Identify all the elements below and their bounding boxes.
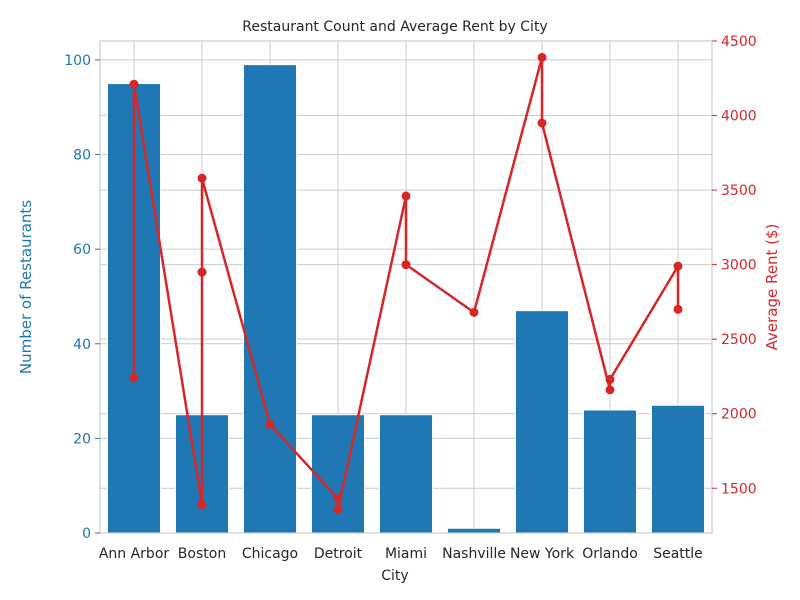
rent-point <box>401 260 411 270</box>
bar-new-york <box>514 310 570 534</box>
tick-label-right: 2500 <box>721 332 757 348</box>
y-axis-right-label: Average Rent ($) <box>763 224 781 351</box>
tick-label-x: Nashville <box>442 546 506 562</box>
rent-point <box>605 385 615 395</box>
tick-label-x: Ann Arbor <box>99 546 170 562</box>
tick-label-right: 1500 <box>721 481 757 497</box>
tick-label-x: Chicago <box>242 546 298 562</box>
bar-detroit <box>310 414 366 534</box>
tick-label-left: 20 <box>73 431 91 447</box>
rent-point <box>333 504 343 514</box>
rent-point <box>537 118 547 128</box>
rent-point <box>469 307 479 317</box>
tick-label-right: 3500 <box>721 183 757 199</box>
rent-point <box>673 261 683 271</box>
rent-point <box>197 500 207 510</box>
tick-label-left: 40 <box>73 337 91 353</box>
tick-label-left: 60 <box>73 242 91 258</box>
rent-point <box>401 191 411 201</box>
tick-label-right: 2000 <box>721 407 757 423</box>
tick-label-x: New York <box>510 546 575 562</box>
tick-label-x: Detroit <box>314 546 363 562</box>
bar-nashville <box>446 527 502 534</box>
rent-point <box>673 304 683 314</box>
y-axis-left-label: Number of Restaurants <box>17 200 35 374</box>
tick-label-right: 4000 <box>721 109 757 125</box>
tick-labels: 0 20 40 60 80 100 1500 2000 2500 3000 3500 4000 4500… <box>64 34 756 562</box>
bar-chicago <box>242 64 298 534</box>
rent-point <box>333 494 343 504</box>
axes <box>95 40 717 534</box>
rent-point <box>129 373 139 383</box>
tick-label-x: Miami <box>385 546 427 562</box>
tick-label-left: 0 <box>82 526 91 542</box>
tick-label-x: Seattle <box>653 546 703 562</box>
tick-label-x: Orlando <box>582 546 638 562</box>
tick-label-x: Boston <box>178 546 226 562</box>
x-axis-label: City <box>381 568 408 584</box>
rent-line <box>129 52 683 514</box>
chart-title: Restaurant Count and Average Rent by Cit… <box>242 19 547 35</box>
rent-point <box>129 79 139 89</box>
tick-label-left: 100 <box>64 53 91 69</box>
rent-point <box>197 173 207 183</box>
rent-point <box>197 267 207 277</box>
tick-label-right: 3000 <box>721 258 757 274</box>
tick-label-left: 80 <box>73 148 91 164</box>
plot-frame <box>99 40 713 534</box>
tick-label-right: 4500 <box>721 34 757 50</box>
rent-point <box>265 419 275 429</box>
bar-miami <box>378 414 434 534</box>
rent-point <box>605 374 615 384</box>
bar-orlando <box>582 409 638 534</box>
bar-seattle <box>650 404 706 534</box>
rent-point <box>537 52 547 62</box>
